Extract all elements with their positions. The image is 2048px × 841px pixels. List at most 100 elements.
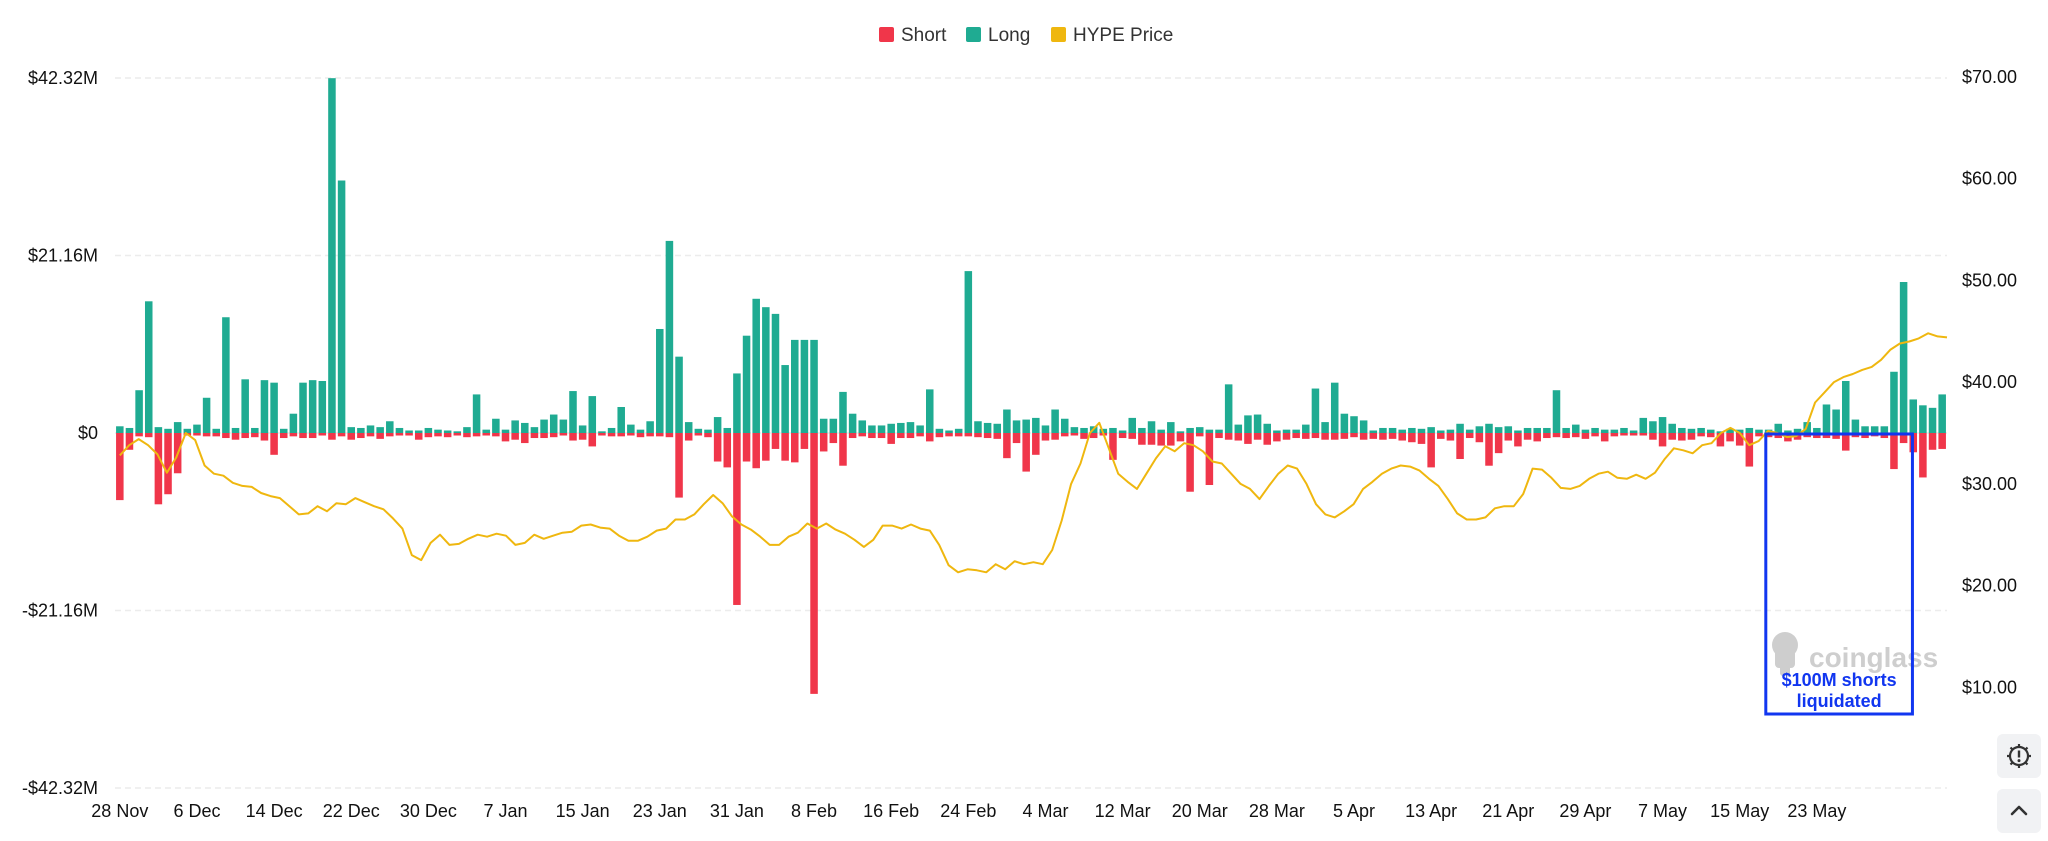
x-tick-label: 14 Dec [246,801,303,821]
short-bar [1813,433,1821,439]
x-tick-label: 23 May [1787,801,1846,821]
long-bar [742,335,751,433]
legend-swatch-long [966,27,981,42]
short-bar [1369,433,1378,439]
long-bar [1456,423,1464,433]
short-bar [791,433,799,463]
long-bar [1350,416,1358,433]
short-bar [530,433,539,439]
short-bar [906,433,915,439]
short-bar [839,433,847,466]
long-bar [472,394,481,433]
short-bar [1543,433,1551,439]
short-bar [675,433,683,498]
long-bar [1398,429,1406,433]
short-bar [829,433,838,444]
short-bar [453,433,462,436]
short-bar [925,433,934,442]
short-bar [222,433,230,439]
short-bar [125,433,134,450]
long-bar [492,418,500,433]
long-bar [819,418,828,433]
x-tick-label: 16 Feb [863,801,919,821]
long-bar [164,428,172,433]
long-bar [781,365,789,433]
short-bar [800,433,809,449]
long-bar [1485,423,1493,433]
long-bar [347,427,355,433]
long-bar [1890,371,1898,433]
short-bar [1620,433,1628,436]
short-bar [1070,433,1079,436]
short-bar [492,433,500,437]
long-bar [1032,417,1040,433]
long-bar [646,421,654,433]
long-bar [1060,418,1069,433]
short-bar [164,433,172,495]
legend-label-short: Short [901,25,947,46]
short-bar [1350,433,1358,438]
short-bar [1302,433,1310,439]
short-bar [945,433,953,437]
long-bar [241,379,249,433]
y-axis-right: $70.00 $60.00 $50.00 $40.00 $30.00 $20.00 $10.… [1962,67,2017,697]
long-bar [1379,427,1387,433]
long-bar [1253,414,1262,433]
x-tick-label: 30 Dec [400,801,457,821]
long-bar [598,431,606,433]
short-bar [1832,433,1840,439]
long-bar [1880,426,1889,433]
long-bar [858,420,867,433]
short-bar [559,433,568,436]
screenshot-button[interactable] [1997,734,2041,778]
short-bar [1330,433,1339,440]
short-bar [1899,433,1908,444]
long-bar [193,424,201,433]
short-bar [1138,433,1146,445]
long-bar [935,428,944,433]
long-bar [1340,413,1349,433]
legend-label-hype-price: HYPE Price [1073,25,1173,46]
short-bar [1398,433,1406,441]
long-bar [1707,429,1715,433]
long-bar [559,419,568,433]
scroll-top-button[interactable] [1997,789,2041,833]
legend-item-long[interactable]: Long [966,25,1030,46]
short-bar [501,433,510,442]
long-bar [617,406,625,433]
x-tick-label: 7 May [1638,801,1687,821]
y-left-tick-label: -$21.16M [22,601,98,621]
long-bar [1909,399,1918,433]
long-bar [1861,426,1869,433]
short-bar [1745,433,1754,467]
legend-item-hype-price[interactable]: HYPE Price [1051,25,1173,46]
long-bar [1080,427,1088,433]
x-tick-label: 15 May [1710,801,1769,821]
long-bar [1716,431,1725,433]
legend-swatch-hype-price [1051,27,1066,42]
short-bar [742,433,751,462]
x-tick-label: 23 Jan [633,801,687,821]
long-bar [1572,424,1580,433]
bar-series [116,78,1946,694]
short-bar [1755,433,1763,437]
long-bar [800,339,809,433]
y-right-tick-label: $40.00 [1962,372,2017,392]
x-tick-label: 28 Mar [1249,801,1305,821]
short-bar [1938,433,1946,449]
short-bar [414,433,423,440]
legend-item-short[interactable]: Short [879,25,947,46]
long-bar [1629,430,1638,433]
short-bar [1494,433,1503,454]
y-left-tick-label: $0 [78,423,98,443]
x-tick-label: 24 Feb [940,801,996,821]
short-bar [1147,433,1156,445]
y-right-tick-label: $50.00 [1962,270,2017,290]
long-bar [328,78,336,433]
long-bar [1195,427,1204,433]
short-bar [954,433,963,437]
long-bar [964,271,973,433]
long-bar [916,425,924,433]
short-bar [1437,433,1445,439]
coinglass-logo-icon [1772,632,1798,676]
